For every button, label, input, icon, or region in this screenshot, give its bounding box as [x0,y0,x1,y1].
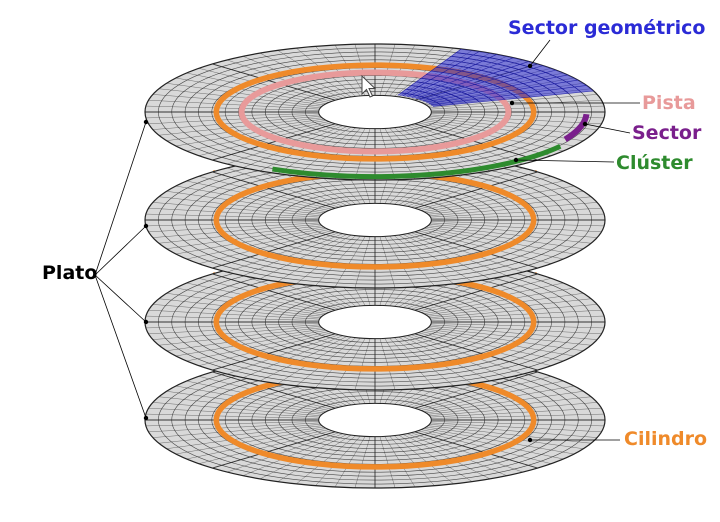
spindle-hole [318,402,432,438]
sector-leader [584,123,631,134]
spindle-hole [318,94,432,130]
platter-4 [144,351,606,489]
spindle-hole [318,304,432,340]
platter-leader-1 [94,121,147,276]
platter-label: Plato [42,262,98,284]
platter-leader-4 [94,274,147,419]
platter-1 [144,43,606,181]
geometric-sector-leader [529,39,551,67]
platter-leader-2 [94,225,147,276]
track-highlight [238,69,512,155]
cylinder-track [213,62,537,162]
geometric-sector-wedge [397,48,594,107]
platter-leader-3 [94,274,147,323]
sector-lines [145,254,605,390]
sector-highlight [563,113,590,142]
leader-lines [94,39,640,443]
geometric-sector-label: Sector geométrico [508,17,706,39]
cluster-label: Clúster [616,152,693,174]
cylinder-label: Cilindro [624,428,708,450]
spindle-hole [318,202,432,238]
platter-stack [144,43,606,489]
cluster-leader [515,159,615,163]
platter-3 [144,253,606,391]
cluster-highlight [272,143,562,180]
sector-label: Sector [632,122,702,144]
sector-lines [145,352,605,488]
track-label: Pista [642,92,696,114]
mouse-pointer-icon [361,74,377,98]
